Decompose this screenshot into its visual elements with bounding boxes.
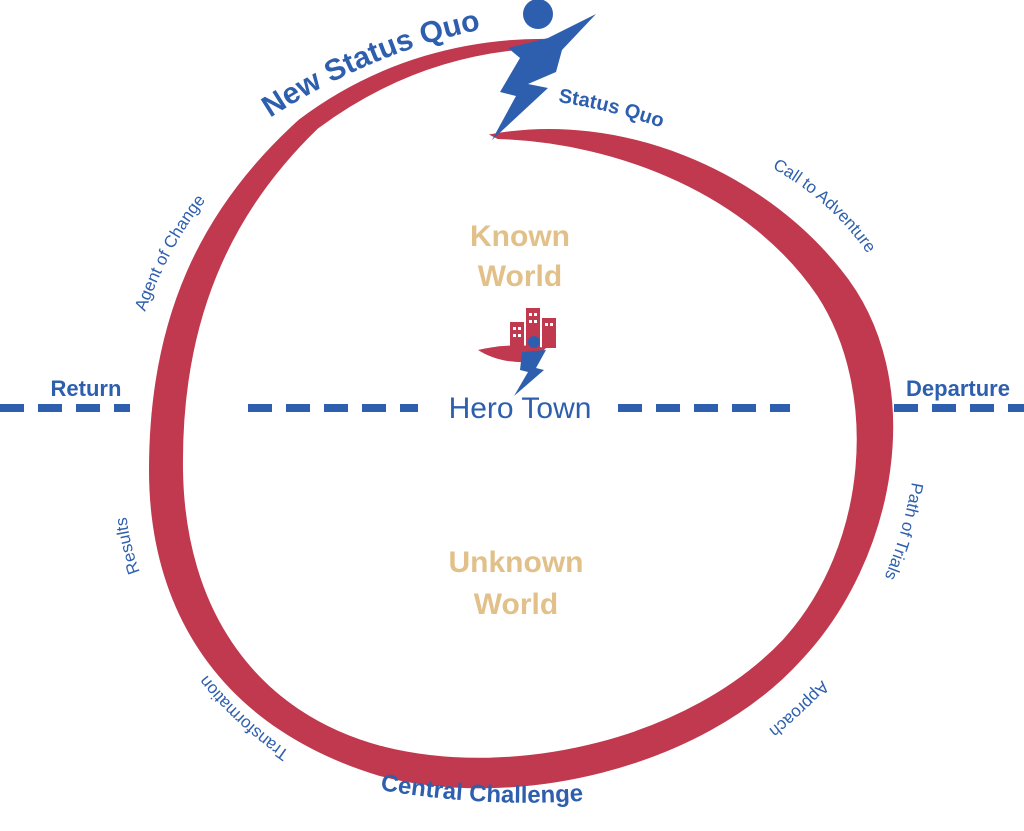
known-world-label-line1: Known	[470, 220, 570, 253]
approach-label: Approach	[766, 677, 833, 741]
results-label: Results	[112, 516, 144, 576]
running-hero-figure-icon	[492, 0, 596, 140]
known-world-label-line2: World	[478, 260, 562, 293]
hero-town-label: Hero Town	[449, 392, 592, 425]
status-quo-label: Status Quo	[557, 85, 667, 132]
unknown-world-label-line2: World	[474, 588, 558, 621]
path-of-trials-label: Path of Trials	[881, 481, 927, 583]
journey-loop	[148, 38, 894, 789]
departure-label: Departure	[906, 376, 1010, 401]
hero-town-logo-icon	[478, 308, 556, 396]
new-status-quo-label: New Status Quo	[256, 4, 482, 124]
unknown-world-label-line1: Unknown	[449, 546, 584, 579]
return-label: Return	[51, 376, 122, 401]
